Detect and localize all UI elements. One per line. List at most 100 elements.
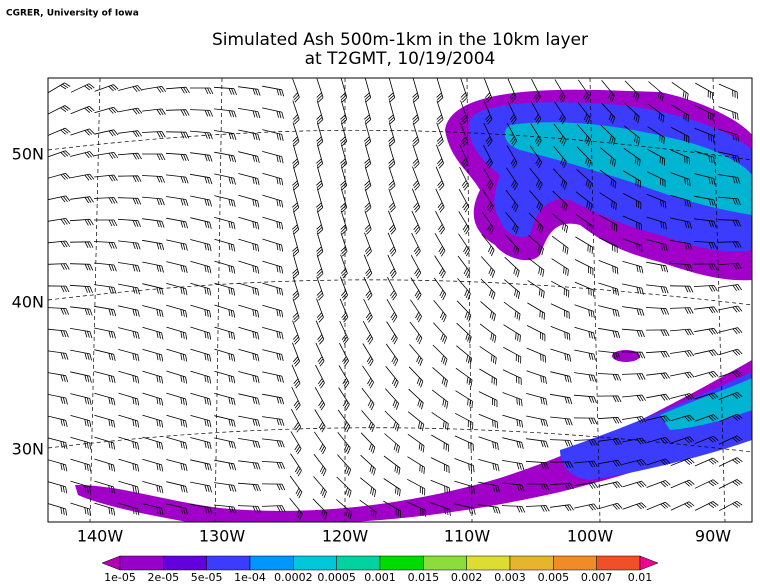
wind-barb <box>118 370 140 384</box>
wind-barb <box>693 241 718 249</box>
wind-barb <box>237 505 262 513</box>
wind-barb <box>412 122 420 147</box>
colorbar-label: 2e-05 <box>147 571 179 584</box>
wind-barb <box>48 127 71 136</box>
wind-barb <box>504 279 521 299</box>
wind-barb <box>480 301 496 322</box>
wind-barb <box>313 431 327 455</box>
wind-barb <box>412 166 420 191</box>
ash-plume-north-core <box>504 122 752 215</box>
wind-barb <box>238 326 260 340</box>
wind-barb <box>70 83 95 93</box>
wind-barb <box>575 236 593 254</box>
wind-barb <box>48 172 71 180</box>
wind-barb <box>574 482 599 489</box>
wind-barb <box>361 410 375 432</box>
wind-barb <box>70 196 94 204</box>
wind-barb <box>598 438 622 446</box>
wind-barb <box>551 280 570 298</box>
wind-barb <box>214 437 236 449</box>
wind-barb <box>456 300 472 322</box>
wind-barb <box>528 235 544 256</box>
lon-label: 140W <box>77 527 124 546</box>
wind-barb <box>292 166 300 191</box>
wind-barb <box>550 416 573 426</box>
colorbar-label: 1e-04 <box>234 571 266 584</box>
wind-barb <box>479 368 497 386</box>
wind-barb <box>646 372 670 380</box>
wind-barb <box>507 100 517 125</box>
wind-barb <box>238 129 260 141</box>
wind-barb <box>406 501 426 517</box>
wind-barb <box>190 87 214 95</box>
wind-barb <box>214 304 236 318</box>
wind-barb <box>526 370 547 384</box>
wind-barb <box>190 239 212 252</box>
wind-barb <box>238 238 260 252</box>
wind-barb <box>316 122 324 147</box>
wind-barb <box>598 305 620 317</box>
wind-barb <box>214 459 237 471</box>
wind-barb <box>577 79 591 103</box>
colorbar-label: 0.0005 <box>317 571 356 584</box>
wind-barb <box>364 210 372 235</box>
wind-barb <box>529 190 543 212</box>
wind-barb <box>214 260 236 274</box>
wind-barb <box>238 282 260 296</box>
wind-barb <box>70 151 95 159</box>
wind-barb <box>718 305 743 313</box>
wind-barb <box>384 410 400 432</box>
wind-barb <box>70 371 92 383</box>
wind-barb <box>433 299 447 323</box>
wind-barb <box>316 254 324 279</box>
wind-barb <box>718 370 743 378</box>
wind-barb <box>506 167 518 191</box>
wind-barb <box>669 307 694 314</box>
wind-barb <box>573 439 598 446</box>
wind-barb <box>501 505 526 513</box>
wind-barb <box>503 324 521 343</box>
wind-barb <box>190 152 213 162</box>
wind-barb <box>214 393 236 406</box>
colorbar-label: 0.001 <box>364 571 396 584</box>
colorbar: 1e-05 2e-05 5e-05 1e-04 0.0002 0.0005 0.001 0.0… <box>101 555 659 584</box>
wind-barb <box>483 122 493 147</box>
wind-barb <box>478 459 500 472</box>
wind-barb <box>214 282 236 296</box>
wind-barb <box>549 461 574 468</box>
wind-barb <box>456 322 472 344</box>
wind-barb <box>670 149 690 165</box>
wind-barb <box>362 365 374 389</box>
wind-barb <box>600 124 616 146</box>
wind-barb <box>166 283 188 296</box>
wind-barb <box>262 194 284 208</box>
wind-barb <box>166 261 188 273</box>
wind-barb <box>718 83 738 99</box>
wind-barb <box>70 458 92 472</box>
wind-barb <box>214 370 236 384</box>
wind-barb <box>190 459 212 471</box>
wind-barb <box>118 240 141 250</box>
wind-barb <box>478 413 499 429</box>
wind-barb <box>363 254 373 279</box>
wind-barb <box>575 191 593 211</box>
wind-barb <box>118 283 140 295</box>
wind-barb <box>695 82 714 100</box>
colorbar-right-arrow <box>639 555 659 571</box>
wind-barb <box>430 479 451 495</box>
wind-barbs <box>48 78 743 520</box>
wind-barb <box>718 392 743 400</box>
wind-barb <box>718 106 739 121</box>
wind-barb <box>647 148 666 166</box>
wind-barb <box>292 210 300 235</box>
lon-label: 90W <box>695 527 731 546</box>
wind-barb <box>69 263 94 271</box>
wind-barb <box>645 329 670 337</box>
wind-barb <box>430 457 450 474</box>
wind-barb <box>646 480 671 488</box>
colorbar-label: 5e-05 <box>191 571 223 584</box>
wind-barb <box>647 126 665 145</box>
wind-barb <box>573 394 597 404</box>
wind-barb <box>166 196 189 207</box>
wind-barb <box>549 482 574 490</box>
